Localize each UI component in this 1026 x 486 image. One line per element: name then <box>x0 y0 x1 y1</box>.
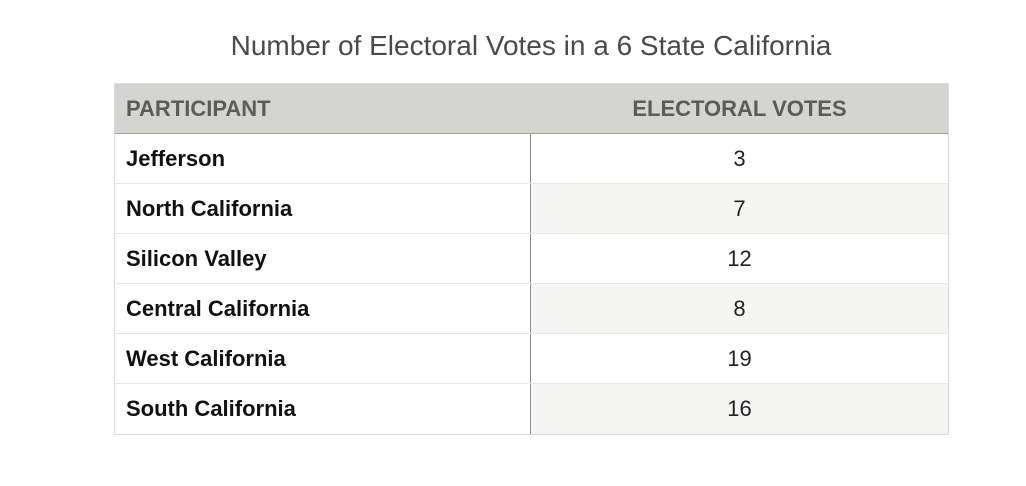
votes-cell: 8 <box>531 284 948 333</box>
electoral-votes-table: PARTICIPANT ELECTORAL VOTES Jefferson 3 … <box>114 83 949 435</box>
column-header-electoral-votes: ELECTORAL VOTES <box>632 96 847 121</box>
table-header-row: PARTICIPANT ELECTORAL VOTES <box>115 84 948 134</box>
participant-cell: Jefferson <box>115 134 531 183</box>
participant-cell: Central California <box>115 284 531 333</box>
table-row: Jefferson 3 <box>115 134 948 184</box>
participant-cell: West California <box>115 334 531 383</box>
table-row: South California 16 <box>115 384 948 434</box>
table-row: North California 7 <box>115 184 948 234</box>
votes-cell: 16 <box>531 384 948 434</box>
participant-cell: Silicon Valley <box>115 234 531 283</box>
participant-cell: South California <box>115 384 531 434</box>
votes-cell: 3 <box>531 134 948 183</box>
table-row: West California 19 <box>115 334 948 384</box>
votes-cell: 7 <box>531 184 948 233</box>
table-title: Number of Electoral Votes in a 6 State C… <box>230 30 832 61</box>
votes-cell: 12 <box>531 234 948 283</box>
votes-cell: 19 <box>531 334 948 383</box>
participant-cell: North California <box>115 184 531 233</box>
table-row: Silicon Valley 12 <box>115 234 948 284</box>
table-row: Central California 8 <box>115 284 948 334</box>
column-header-participant: PARTICIPANT <box>126 96 271 121</box>
